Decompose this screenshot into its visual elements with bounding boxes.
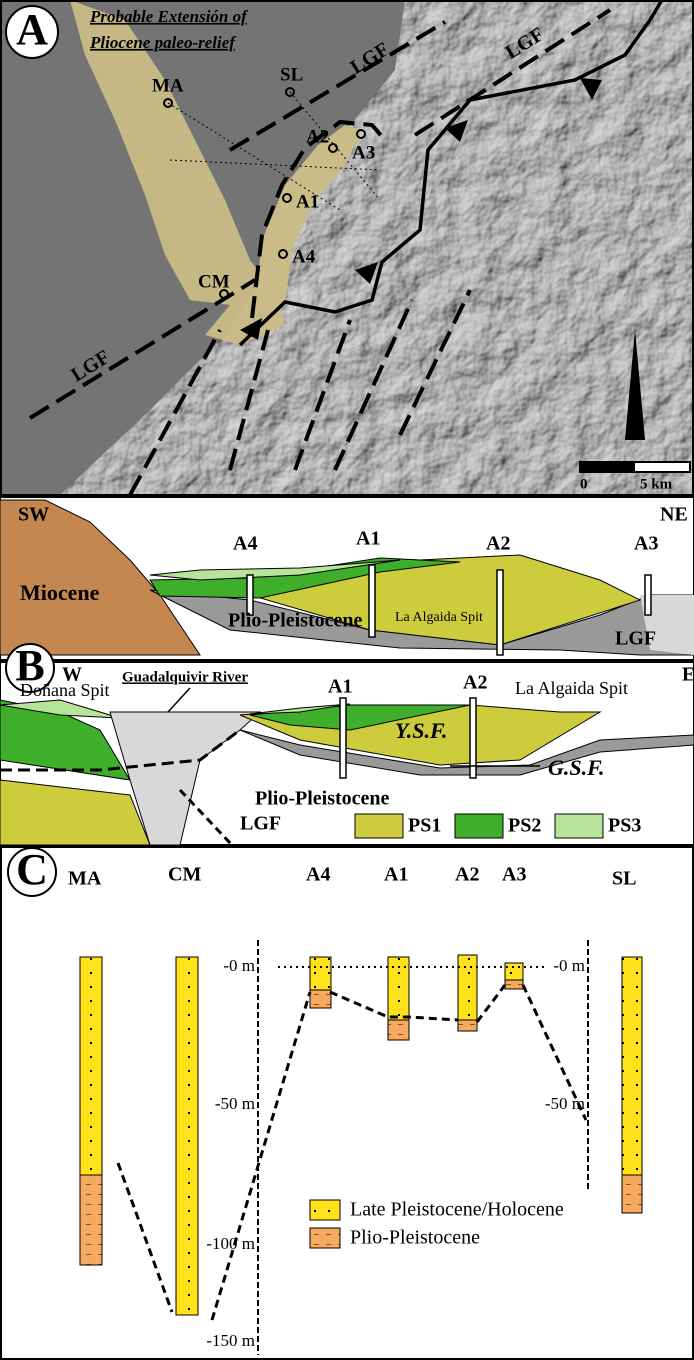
fault-label: LGF — [615, 628, 656, 650]
scale-label: 5 km — [640, 476, 673, 492]
column-label: A3 — [634, 533, 658, 555]
panel-b-upper: SW NE A4 A1 A2 A3 Miocene La Algaida Spi… — [0, 497, 694, 660]
site-label: MA — [152, 75, 184, 96]
column-label: MA — [68, 868, 102, 890]
legend-swatch — [310, 1228, 340, 1248]
column-label: A2 — [455, 864, 479, 886]
site-label: CM — [198, 271, 230, 292]
direction-label: SW — [18, 504, 49, 526]
panel-b-lower: B W E Guadalquivir River Doñana Spit A1 … — [0, 641, 694, 845]
site-label: A3 — [352, 142, 375, 163]
legend-label: PS2 — [508, 815, 541, 837]
legend-label: Plio-Pleistocene — [350, 1227, 480, 1249]
depth-label: -50 m — [215, 1094, 255, 1113]
map-title: Probable Extensión of — [89, 7, 249, 26]
unit-label: Doñana Spit — [20, 680, 110, 700]
panel-c: C MA CM A4 A1 A2 A3 SL -0 m -50 m -100 m… — [1, 845, 693, 1359]
scale-bar-fill — [580, 462, 635, 472]
map-title: Pliocene paleo-relief — [89, 33, 237, 52]
panel-frame — [1, 847, 693, 1359]
river-label: Guadalquivir River — [122, 669, 248, 685]
depth-label: -0 m — [553, 956, 585, 975]
legend-swatch — [310, 1200, 340, 1220]
site-label: A4 — [292, 246, 316, 267]
column-label: CM — [168, 864, 201, 886]
column-label: A3 — [502, 864, 526, 886]
depth-label: -50 m — [545, 1094, 585, 1113]
column-label: A2 — [463, 672, 487, 694]
legend-swatch — [455, 814, 503, 838]
legend-label: PS3 — [608, 815, 641, 837]
column-label: A1 — [384, 864, 408, 886]
legend-swatch — [355, 814, 403, 838]
site-label: SL — [280, 64, 303, 85]
direction-label: NE — [660, 504, 688, 526]
panel-label: A — [16, 5, 48, 54]
unit-label: Y.S.F. — [395, 718, 447, 743]
scale-label: 0 — [580, 476, 588, 492]
depth-label: -150 m — [206, 1331, 255, 1350]
unit-label: Miocene — [20, 580, 100, 605]
direction-label: E — [682, 664, 694, 686]
column-label: A4 — [233, 533, 257, 555]
fault-label: LGF — [240, 813, 281, 835]
depth-label: -100 m — [206, 1234, 255, 1253]
site-label: A1 — [296, 191, 319, 212]
column-label: SL — [612, 868, 636, 890]
column-label: A1 — [328, 676, 352, 698]
panel-a: MA SL A2 A3 A1 A4 CM LGF LGF LGF Probabl… — [0, 0, 694, 495]
unit-label: La Algaida Spit — [395, 610, 483, 625]
depth-label: -0 m — [223, 956, 255, 975]
figure: MA SL A2 A3 A1 A4 CM LGF LGF LGF Probabl… — [0, 0, 694, 1360]
column-label: A1 — [356, 528, 380, 550]
column-label: A4 — [306, 864, 330, 886]
site-label: A2 — [306, 126, 329, 147]
unit-label: Plio-Pleistocene — [228, 610, 363, 632]
legend-swatch — [555, 814, 603, 838]
unit-label: G.S.F. — [548, 755, 604, 780]
legend-label: Late Pleistocene/Holocene — [350, 1199, 564, 1221]
unit-label: Plio-Pleistocene — [255, 788, 390, 810]
panel-label: C — [16, 845, 48, 894]
column-label: A2 — [486, 533, 510, 555]
unit-label: La Algaida Spit — [515, 678, 628, 698]
legend-label: PS1 — [408, 815, 441, 837]
